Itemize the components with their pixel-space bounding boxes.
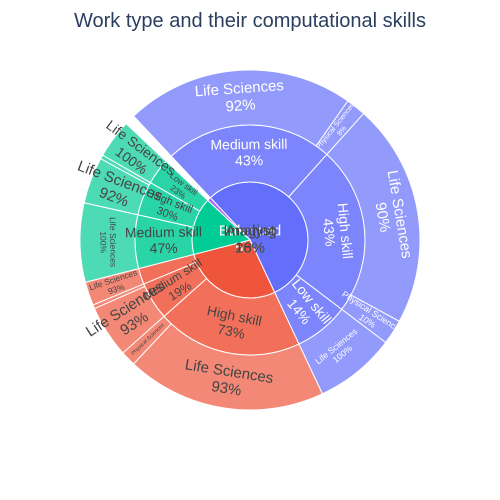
label-img-medium-label: Medium skill — [125, 223, 202, 240]
label-balanced-pct: 55% — [235, 240, 265, 257]
label-bal-high-ls-pct: 90% — [372, 201, 394, 233]
label-analyst-label: Analyst — [225, 222, 275, 239]
label-bal-medium-ls-label: Life Sciences — [194, 77, 284, 100]
label-bal-medium-pct: 43% — [235, 152, 263, 168]
label-bal-medium-label: Medium skill — [210, 136, 287, 153]
label-balanced-label: Balanced — [219, 222, 282, 239]
label-ana-high-ls-pct: 93% — [210, 378, 242, 399]
label-imaging-pct: 16% — [235, 240, 265, 257]
label-bal-high-pct: 43% — [320, 218, 339, 247]
chart-title: Work type and their computational skills — [73, 10, 426, 32]
label-bal-medium-ls-pct: 92% — [225, 96, 256, 115]
segment-small[interactable] — [207, 197, 251, 241]
label-ana-high-pct: 73% — [216, 321, 246, 342]
label-img-medium-ls-pct: 100% — [98, 231, 108, 253]
label-imaging-label: Imaging — [223, 222, 276, 239]
label-img-medium-ls-label: Life Sciences — [108, 217, 119, 267]
segment-img-low-ls[interactable] — [102, 122, 167, 184]
label-analyst-pct: 28% — [235, 240, 265, 257]
label-bal-high-label: High skill — [335, 202, 356, 259]
label-img-medium-pct: 47% — [149, 240, 177, 256]
